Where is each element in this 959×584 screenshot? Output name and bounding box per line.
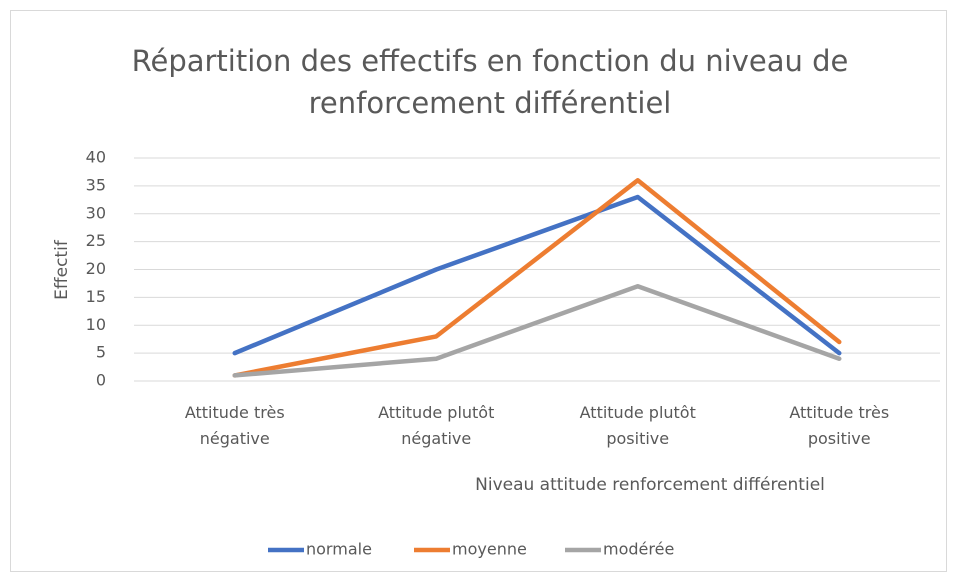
series-line bbox=[232, 178, 842, 378]
y-tick-label: 5 bbox=[96, 343, 106, 362]
series-line bbox=[232, 283, 842, 378]
y-tick-label: 30 bbox=[86, 203, 106, 222]
legend-label: moyenne bbox=[452, 540, 527, 559]
y-tick-label: 15 bbox=[86, 287, 106, 306]
y-tick-label: 25 bbox=[86, 231, 106, 250]
y-tick-label: 35 bbox=[86, 175, 106, 194]
legend-label: normale bbox=[306, 540, 372, 559]
y-axis-title: Effectif bbox=[52, 239, 72, 300]
y-tick-label: 10 bbox=[86, 315, 106, 334]
x-tick-label: Attitude très négative bbox=[184, 403, 285, 448]
series-line bbox=[232, 194, 842, 356]
x-tick-label: Attitude très positive bbox=[789, 403, 890, 448]
y-tick-label: 0 bbox=[96, 371, 106, 390]
y-tick-label: 20 bbox=[86, 259, 106, 278]
y-tick-label: 40 bbox=[86, 148, 106, 167]
legend-label: modérée bbox=[603, 540, 674, 559]
x-tick-label: Attitude plutôt positive bbox=[579, 403, 696, 448]
x-tick-label: Attitude plutôt négative bbox=[378, 403, 495, 448]
x-axis-title: Niveau attitude renforcement différentie… bbox=[475, 475, 825, 495]
chart-frame bbox=[10, 10, 947, 572]
chart-title: Répartition des effectifs en fonction du… bbox=[131, 44, 849, 120]
